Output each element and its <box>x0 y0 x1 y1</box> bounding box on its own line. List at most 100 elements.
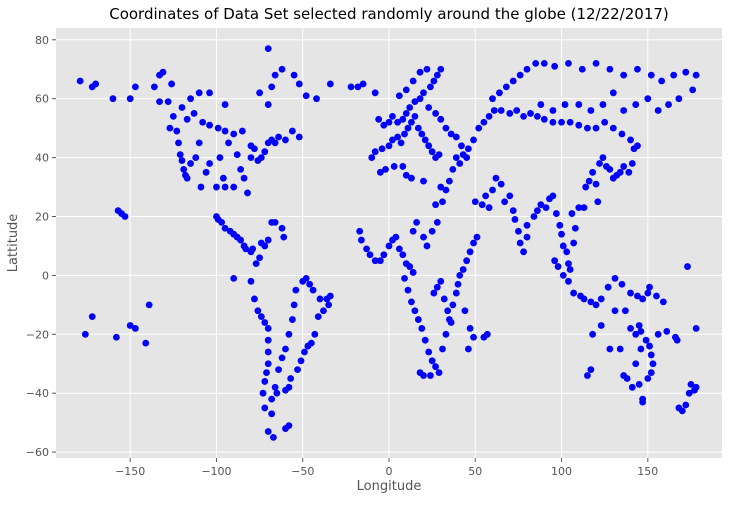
data-point <box>287 375 295 382</box>
data-point <box>618 280 626 288</box>
y-tick-label: 80 <box>35 34 49 47</box>
data-point <box>597 322 605 329</box>
data-point <box>294 366 301 374</box>
x-tick-label: 150 <box>637 465 658 478</box>
data-point <box>497 180 505 188</box>
data-point <box>485 204 493 212</box>
data-point <box>464 145 472 153</box>
data-point <box>604 283 612 291</box>
data-point <box>649 360 657 368</box>
data-point <box>183 115 191 123</box>
data-point <box>620 372 628 379</box>
data-point <box>418 325 426 332</box>
data-point <box>271 139 279 147</box>
data-point <box>606 65 614 73</box>
data-point <box>430 289 438 297</box>
data-point <box>187 160 194 167</box>
data-point <box>168 80 176 88</box>
data-point <box>644 289 652 297</box>
data-point <box>221 183 229 191</box>
data-point <box>285 422 293 430</box>
data-point <box>685 389 693 397</box>
data-point <box>425 348 433 356</box>
data-point <box>635 380 643 388</box>
data-point <box>665 101 672 108</box>
data-point <box>261 242 269 250</box>
data-point <box>219 174 227 182</box>
data-point <box>478 201 486 209</box>
data-point <box>520 112 527 120</box>
data-point <box>575 204 583 212</box>
data-point <box>354 83 362 91</box>
data-point <box>440 295 448 303</box>
data-point <box>394 133 402 141</box>
data-point <box>437 277 445 285</box>
data-point <box>278 65 286 73</box>
data-point <box>587 298 595 306</box>
data-point <box>489 186 496 194</box>
data-point <box>326 80 334 88</box>
data-point <box>551 62 559 70</box>
data-point <box>482 192 490 200</box>
data-point <box>432 110 439 117</box>
data-point <box>654 107 662 114</box>
data-point <box>409 77 417 85</box>
data-point <box>359 80 367 88</box>
data-point <box>427 83 434 91</box>
data-point <box>278 224 286 232</box>
data-point <box>663 327 671 335</box>
data-point <box>675 95 683 103</box>
data-point <box>689 86 697 94</box>
data-point <box>402 171 410 179</box>
data-point <box>653 292 660 300</box>
data-point <box>190 110 198 117</box>
data-point <box>511 216 519 223</box>
data-point <box>584 124 591 132</box>
data-point <box>180 165 188 173</box>
data-point <box>444 307 452 315</box>
data-point <box>131 83 139 91</box>
data-point <box>473 233 481 241</box>
data-point <box>264 360 272 368</box>
data-point <box>411 98 419 106</box>
data-point <box>282 386 289 394</box>
data-point <box>430 77 438 85</box>
data-point <box>537 201 545 209</box>
data-point <box>520 248 527 256</box>
data-point <box>347 83 355 91</box>
data-point <box>309 286 317 294</box>
data-point <box>282 136 289 144</box>
data-point <box>225 139 232 147</box>
data-point <box>634 292 641 300</box>
data-point <box>425 104 433 111</box>
data-point <box>632 330 640 338</box>
data-point <box>618 130 626 138</box>
data-point <box>404 286 412 294</box>
data-point <box>456 271 464 279</box>
x-axis-ticks: −150 −100 −50 0 50 100 150 <box>115 458 658 478</box>
data-point <box>221 101 229 108</box>
data-point <box>682 68 690 76</box>
data-point <box>670 71 678 79</box>
data-point <box>150 83 158 91</box>
y-axis-title: Lattitude <box>6 214 21 273</box>
data-point <box>126 322 134 329</box>
data-point <box>568 210 576 217</box>
data-point <box>409 227 417 235</box>
data-point <box>295 133 303 141</box>
data-point <box>371 89 379 97</box>
data-point <box>218 218 226 226</box>
data-point <box>408 298 415 306</box>
gridlines <box>56 28 722 458</box>
data-point <box>609 89 617 97</box>
data-point <box>202 168 210 176</box>
data-point <box>570 289 578 297</box>
data-point <box>432 201 439 209</box>
data-point <box>442 124 450 132</box>
data-point <box>523 233 531 241</box>
data-point <box>402 86 410 94</box>
data-point <box>399 251 407 259</box>
data-point <box>490 107 498 114</box>
data-point <box>533 207 541 215</box>
data-point <box>463 257 471 265</box>
